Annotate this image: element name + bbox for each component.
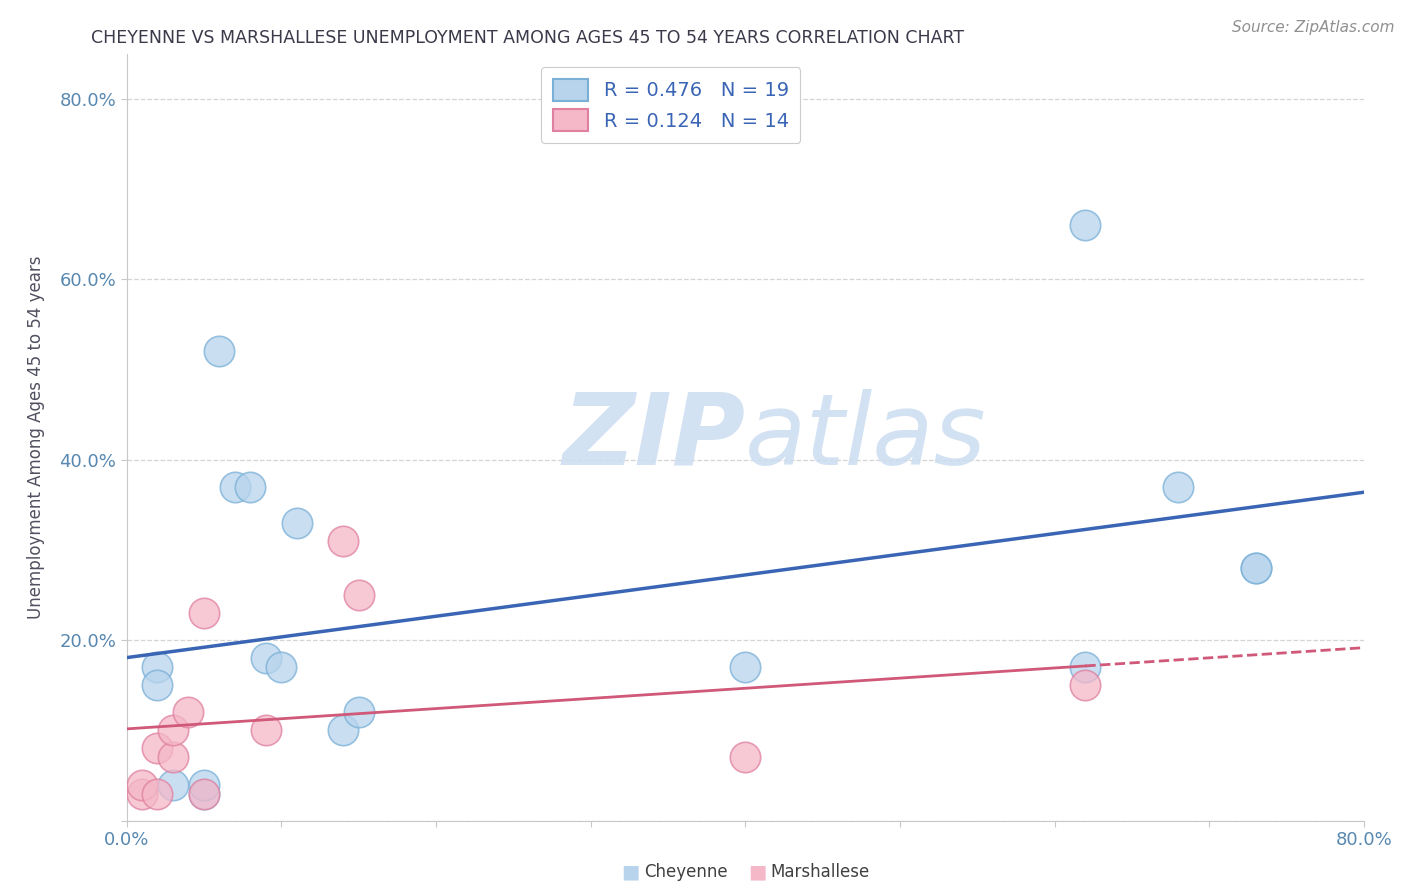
Text: ZIP: ZIP bbox=[562, 389, 745, 485]
Point bbox=[131, 778, 153, 792]
Point bbox=[1074, 660, 1097, 674]
Y-axis label: Unemployment Among Ages 45 to 54 years: Unemployment Among Ages 45 to 54 years bbox=[27, 255, 45, 619]
Point bbox=[1074, 218, 1097, 232]
Point bbox=[162, 723, 184, 738]
Point bbox=[146, 660, 169, 674]
Point bbox=[193, 787, 215, 801]
Point bbox=[270, 660, 292, 674]
Text: ■: ■ bbox=[748, 863, 766, 882]
Text: atlas: atlas bbox=[745, 389, 987, 485]
Point bbox=[193, 606, 215, 620]
Point bbox=[1074, 678, 1097, 692]
Point bbox=[177, 706, 200, 720]
Point bbox=[193, 787, 215, 801]
Point bbox=[347, 588, 370, 602]
Point bbox=[332, 723, 354, 738]
Point bbox=[332, 533, 354, 548]
Text: Source: ZipAtlas.com: Source: ZipAtlas.com bbox=[1232, 20, 1395, 35]
Point bbox=[146, 741, 169, 756]
Point bbox=[224, 480, 246, 494]
Point bbox=[285, 516, 308, 530]
Point bbox=[131, 787, 153, 801]
Point bbox=[347, 706, 370, 720]
Point bbox=[162, 778, 184, 792]
Point bbox=[254, 723, 277, 738]
Point bbox=[239, 480, 262, 494]
Point bbox=[1167, 480, 1189, 494]
Text: CHEYENNE VS MARSHALLESE UNEMPLOYMENT AMONG AGES 45 TO 54 YEARS CORRELATION CHART: CHEYENNE VS MARSHALLESE UNEMPLOYMENT AMO… bbox=[91, 29, 965, 46]
Point bbox=[1244, 561, 1267, 575]
Legend: R = 0.476   N = 19, R = 0.124   N = 14: R = 0.476 N = 19, R = 0.124 N = 14 bbox=[541, 67, 800, 143]
Text: ■: ■ bbox=[621, 863, 640, 882]
Point bbox=[734, 660, 756, 674]
Point bbox=[146, 678, 169, 692]
Text: Marshallese: Marshallese bbox=[770, 863, 870, 881]
Point bbox=[208, 344, 231, 359]
Point bbox=[1244, 561, 1267, 575]
Point bbox=[162, 750, 184, 764]
Point bbox=[254, 651, 277, 665]
Point bbox=[146, 787, 169, 801]
Point bbox=[193, 778, 215, 792]
Point bbox=[734, 750, 756, 764]
Text: Cheyenne: Cheyenne bbox=[644, 863, 727, 881]
